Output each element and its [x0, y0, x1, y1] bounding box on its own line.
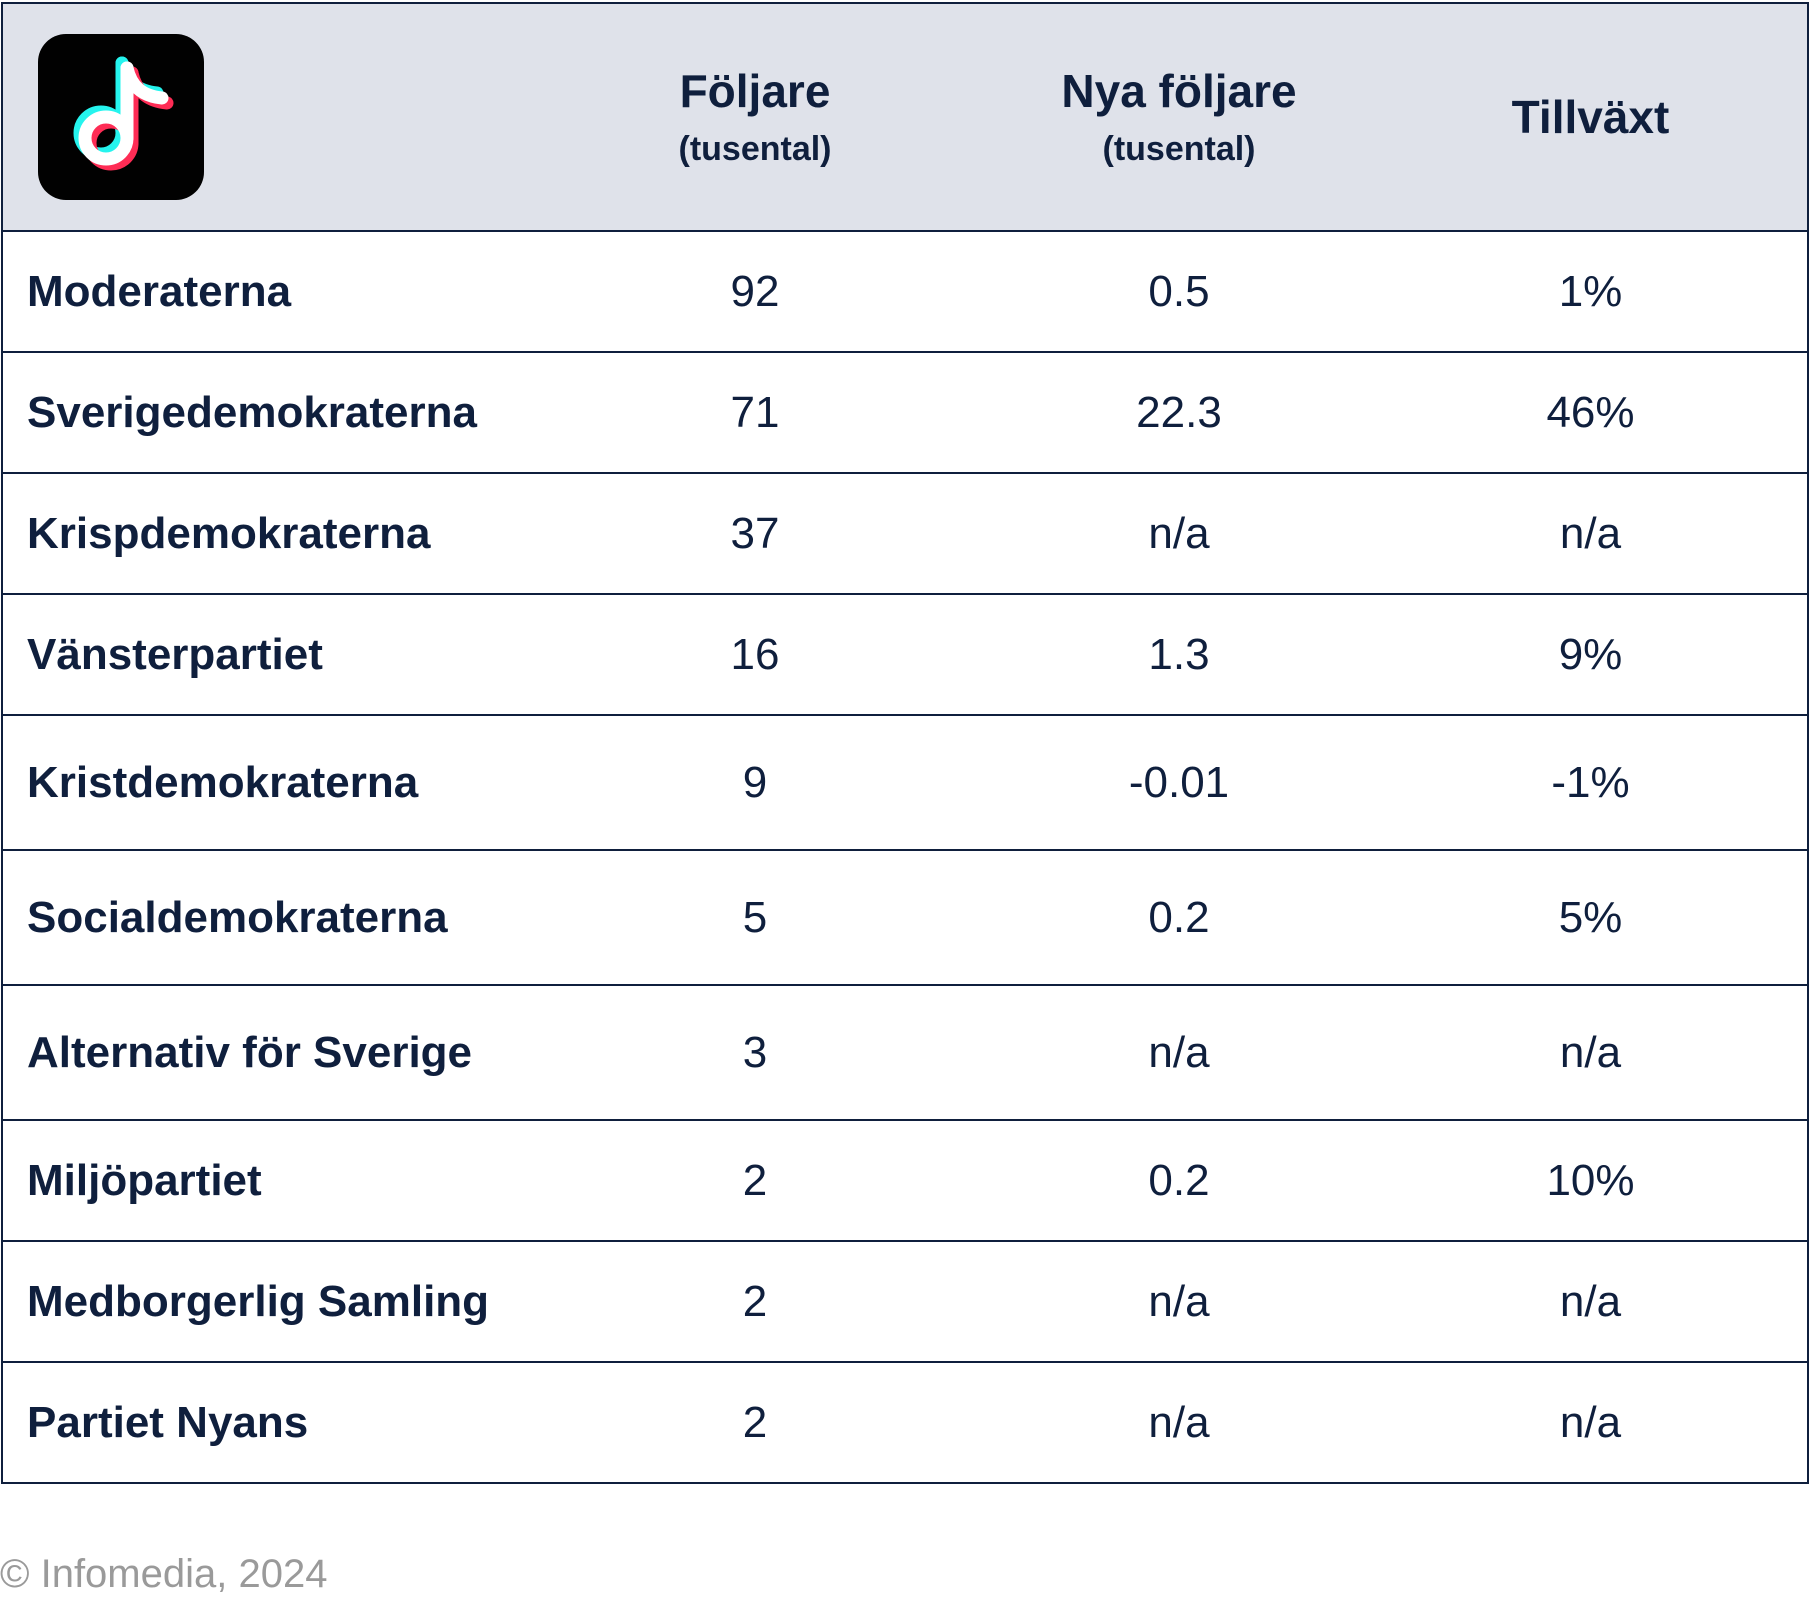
header-tillvaxt-label: Tillväxt — [1511, 91, 1670, 143]
foljare-cell: 5 — [526, 849, 984, 986]
tillvaxt-cell: 9% — [1374, 593, 1809, 716]
table-row: Vänsterpartiet 16 1.3 9% — [1, 593, 1809, 716]
party-name-cell: Miljöpartiet — [1, 1119, 526, 1242]
header-nya-foljare: Nya följare (tusental) — [984, 2, 1374, 232]
table-row: Miljöpartiet 2 0.2 10% — [1, 1119, 1809, 1242]
party-name-cell: Kristdemokraterna — [1, 714, 526, 851]
foljare-cell: 2 — [526, 1361, 984, 1484]
nya-foljare-cell: 0.5 — [984, 230, 1374, 353]
foljare-cell: 71 — [526, 351, 984, 474]
table-row: Krispdemokraterna 37 n/a n/a — [1, 472, 1809, 595]
table-row: Moderaterna 92 0.5 1% — [1, 230, 1809, 353]
header-foljare-sublabel: (tusental) — [678, 130, 832, 168]
table-row: Kristdemokraterna 9 -0.01 -1% — [1, 714, 1809, 851]
foljare-cell: 2 — [526, 1119, 984, 1242]
party-name-cell: Partiet Nyans — [1, 1361, 526, 1484]
nya-foljare-cell: 0.2 — [984, 849, 1374, 986]
nya-foljare-cell: n/a — [984, 984, 1374, 1121]
foljare-cell: 3 — [526, 984, 984, 1121]
nya-foljare-cell: 1.3 — [984, 593, 1374, 716]
foljare-cell: 37 — [526, 472, 984, 595]
tillvaxt-cell: n/a — [1374, 1240, 1809, 1363]
header-row: Följare (tusental) Nya följare (tusental… — [1, 2, 1809, 232]
tillvaxt-cell: n/a — [1374, 1361, 1809, 1484]
nya-foljare-cell: 0.2 — [984, 1119, 1374, 1242]
party-name-cell: Medborgerlig Samling — [1, 1240, 526, 1363]
foljare-cell: 9 — [526, 714, 984, 851]
header-foljare-label: Följare — [679, 65, 831, 117]
tiktok-logo-icon — [38, 34, 204, 200]
foljare-cell: 92 — [526, 230, 984, 353]
party-name-cell: Vänsterpartiet — [1, 593, 526, 716]
party-name-cell: Moderaterna — [1, 230, 526, 353]
foljare-cell: 16 — [526, 593, 984, 716]
nya-foljare-cell: 22.3 — [984, 351, 1374, 474]
nya-foljare-cell: n/a — [984, 472, 1374, 595]
table-row: Sverigedemokraterna 71 22.3 46% — [1, 351, 1809, 474]
tillvaxt-cell: -1% — [1374, 714, 1809, 851]
header-foljare: Följare (tusental) — [526, 2, 984, 232]
header-tillvaxt: Tillväxt — [1374, 2, 1809, 232]
stats-table: Följare (tusental) Nya följare (tusental… — [1, 2, 1809, 1484]
tillvaxt-cell: n/a — [1374, 984, 1809, 1121]
party-name-cell: Socialdemokraterna — [1, 849, 526, 986]
nya-foljare-cell: n/a — [984, 1361, 1374, 1484]
nya-foljare-cell: n/a — [984, 1240, 1374, 1363]
header-nya-foljare-sublabel: (tusental) — [1102, 130, 1256, 168]
table-body: Moderaterna 92 0.5 1% Sverigedemokraterna 71 2… — [1, 230, 1809, 1484]
party-name-cell: Sverigedemokraterna — [1, 351, 526, 474]
nya-foljare-cell: -0.01 — [984, 714, 1374, 851]
table-row: Partiet Nyans 2 n/a n/a — [1, 1361, 1809, 1484]
tillvaxt-cell: n/a — [1374, 472, 1809, 595]
table-row: Alternativ för Sverige 3 n/a n/a — [1, 984, 1809, 1121]
party-name-cell: Alternativ för Sverige — [1, 984, 526, 1121]
tillvaxt-cell: 5% — [1374, 849, 1809, 986]
tillvaxt-cell: 46% — [1374, 351, 1809, 474]
tillvaxt-cell: 1% — [1374, 230, 1809, 353]
foljare-cell: 2 — [526, 1240, 984, 1363]
header-nya-foljare-label: Nya följare — [1061, 65, 1297, 117]
party-name-cell: Krispdemokraterna — [1, 472, 526, 595]
table-row: Socialdemokraterna 5 0.2 5% — [1, 849, 1809, 986]
tillvaxt-cell: 10% — [1374, 1119, 1809, 1242]
table-row: Medborgerlig Samling 2 n/a n/a — [1, 1240, 1809, 1363]
copyright-notice: © Infomedia, 2024 — [0, 1552, 328, 1596]
header-logo-cell — [1, 2, 526, 232]
